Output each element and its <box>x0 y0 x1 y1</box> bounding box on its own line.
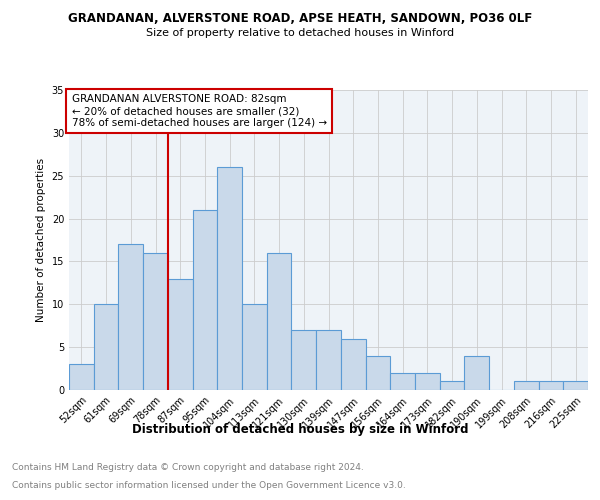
Bar <box>118 244 143 390</box>
Text: GRANDANAN, ALVERSTONE ROAD, APSE HEATH, SANDOWN, PO36 0LF: GRANDANAN, ALVERSTONE ROAD, APSE HEATH, … <box>68 12 532 26</box>
Bar <box>563 382 588 390</box>
Text: GRANDANAN ALVERSTONE ROAD: 82sqm
← 20% of detached houses are smaller (32)
78% o: GRANDANAN ALVERSTONE ROAD: 82sqm ← 20% o… <box>71 94 327 128</box>
Y-axis label: Number of detached properties: Number of detached properties <box>36 158 46 322</box>
Bar <box>168 278 193 390</box>
Text: Contains HM Land Registry data © Crown copyright and database right 2024.: Contains HM Land Registry data © Crown c… <box>12 462 364 471</box>
Bar <box>94 304 118 390</box>
Text: Distribution of detached houses by size in Winford: Distribution of detached houses by size … <box>132 422 468 436</box>
Bar <box>464 356 489 390</box>
Bar <box>69 364 94 390</box>
Bar <box>365 356 390 390</box>
Bar <box>514 382 539 390</box>
Bar <box>539 382 563 390</box>
Bar <box>193 210 217 390</box>
Bar <box>415 373 440 390</box>
Bar <box>292 330 316 390</box>
Text: Size of property relative to detached houses in Winford: Size of property relative to detached ho… <box>146 28 454 38</box>
Bar <box>242 304 267 390</box>
Bar <box>341 338 365 390</box>
Bar <box>440 382 464 390</box>
Bar <box>217 167 242 390</box>
Text: Contains public sector information licensed under the Open Government Licence v3: Contains public sector information licen… <box>12 481 406 490</box>
Bar <box>316 330 341 390</box>
Bar <box>390 373 415 390</box>
Bar <box>143 253 168 390</box>
Bar <box>267 253 292 390</box>
